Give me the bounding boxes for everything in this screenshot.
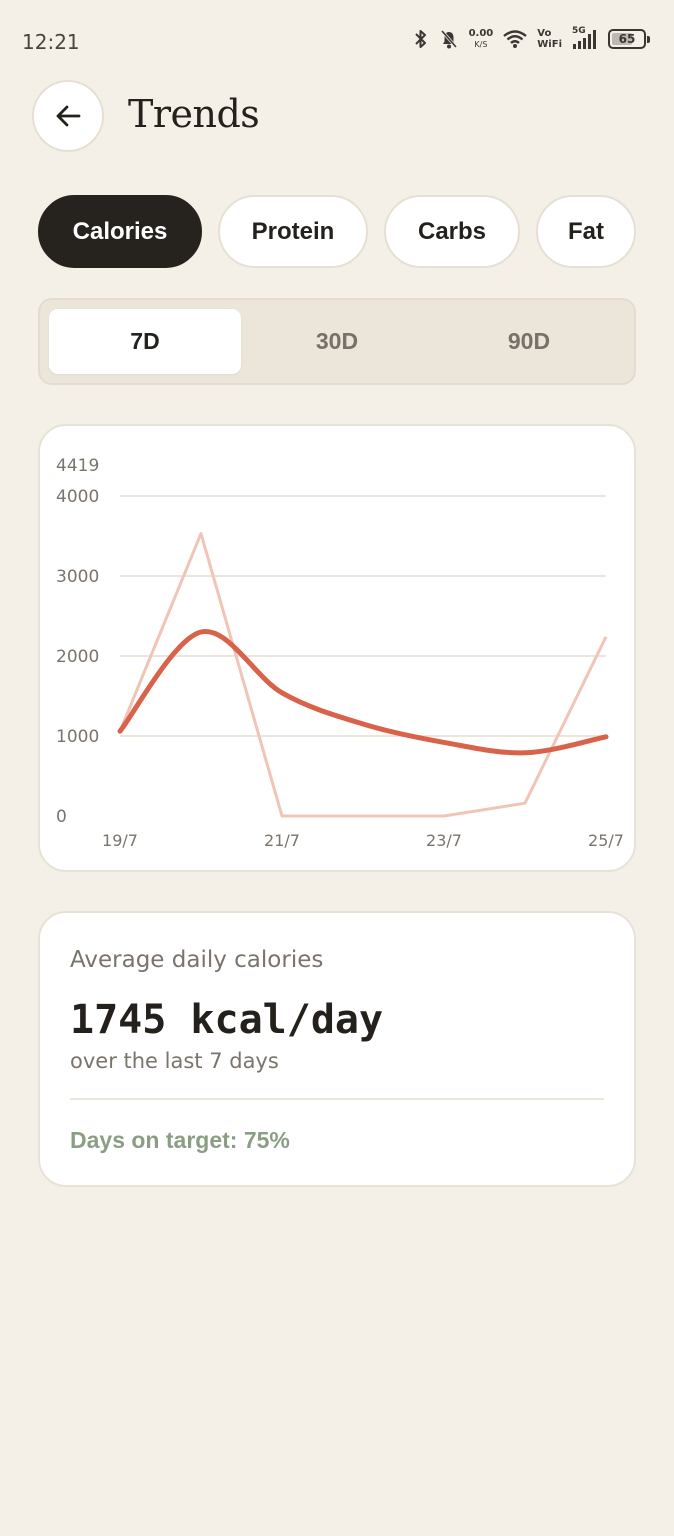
range-90d[interactable]: 90D (507, 328, 551, 354)
summary-value: 1745 kcal/day (70, 997, 384, 1043)
tab-calories[interactable]: Calories (38, 195, 202, 268)
tab-fat[interactable]: Fat (536, 195, 636, 268)
summary-label: Average daily calories (70, 947, 324, 973)
back-button[interactable] (32, 80, 104, 152)
y-tick-label-4000: 4000 (56, 487, 99, 507)
range-30d[interactable]: 30D (315, 328, 359, 354)
range-selector: 7D 30D 90D (38, 298, 636, 385)
y-tick-label-3000: 3000 (56, 567, 99, 587)
bluetooth-icon (413, 28, 429, 50)
tab-carbs[interactable]: Carbs (384, 195, 520, 268)
net-speed-value: 0.00 (468, 28, 494, 39)
trend-calories-line (117, 629, 609, 756)
tab-protein[interactable]: Protein (218, 195, 368, 268)
net-speed-unit: K/S (474, 40, 488, 49)
x-tick-label-19-7: 19/7 (102, 831, 138, 850)
days-on-target: Days on target: 75% (70, 1127, 290, 1153)
battery-fill (612, 33, 632, 45)
range-7d[interactable]: 7D (49, 309, 241, 374)
y-tick-label-0: 0 (56, 807, 67, 827)
battery-icon: 65 (608, 29, 650, 49)
x-tick-label-23-7: 23/7 (426, 831, 462, 850)
trend-chart-card: 4419 0 1000 2000 3000 4000 19/7 21/7 23/7 25/7 (38, 424, 636, 872)
vowifi-indicator: Vo WiFi (537, 28, 562, 50)
y-max-label: 4419 (56, 456, 99, 476)
summary-subtitle: over the last 7 days (70, 1049, 279, 1073)
vowifi-top: Vo (537, 28, 552, 39)
y-tick-label-2000: 2000 (56, 647, 99, 667)
network-type: 5G (572, 26, 586, 36)
status-icons: 0.00 K/S Vo WiFi 5G 65 (413, 26, 650, 50)
summary-divider (70, 1098, 604, 1100)
page-title: Trends (128, 92, 260, 136)
wifi-icon (503, 29, 528, 49)
calories-line-chart: 4419 0 1000 2000 3000 4000 19/7 21/7 23/7 25/7 (56, 456, 624, 850)
summary-card: Average daily calories 1745 kcal/day ove… (38, 911, 636, 1187)
x-tick-label-21-7: 21/7 (264, 831, 300, 850)
status-time: 12:21 (22, 30, 80, 54)
status-bar: 12:21 0.00 K/S Vo WiFi 5G (0, 0, 674, 84)
battery-level: 65 (618, 32, 636, 46)
y-tick-label-1000: 1000 (56, 727, 99, 747)
bell-off-icon (439, 28, 459, 50)
cell-signal-icon: 5G (572, 26, 598, 50)
arrow-left-icon (56, 105, 81, 127)
metric-tabs: Calories Protein Carbs Fat (38, 195, 636, 268)
vowifi-bottom: WiFi (537, 39, 562, 50)
x-tick-label-25-7: 25/7 (588, 831, 624, 850)
net-speed: 0.00 K/S (469, 28, 494, 50)
daily-calories-line (118, 532, 608, 818)
